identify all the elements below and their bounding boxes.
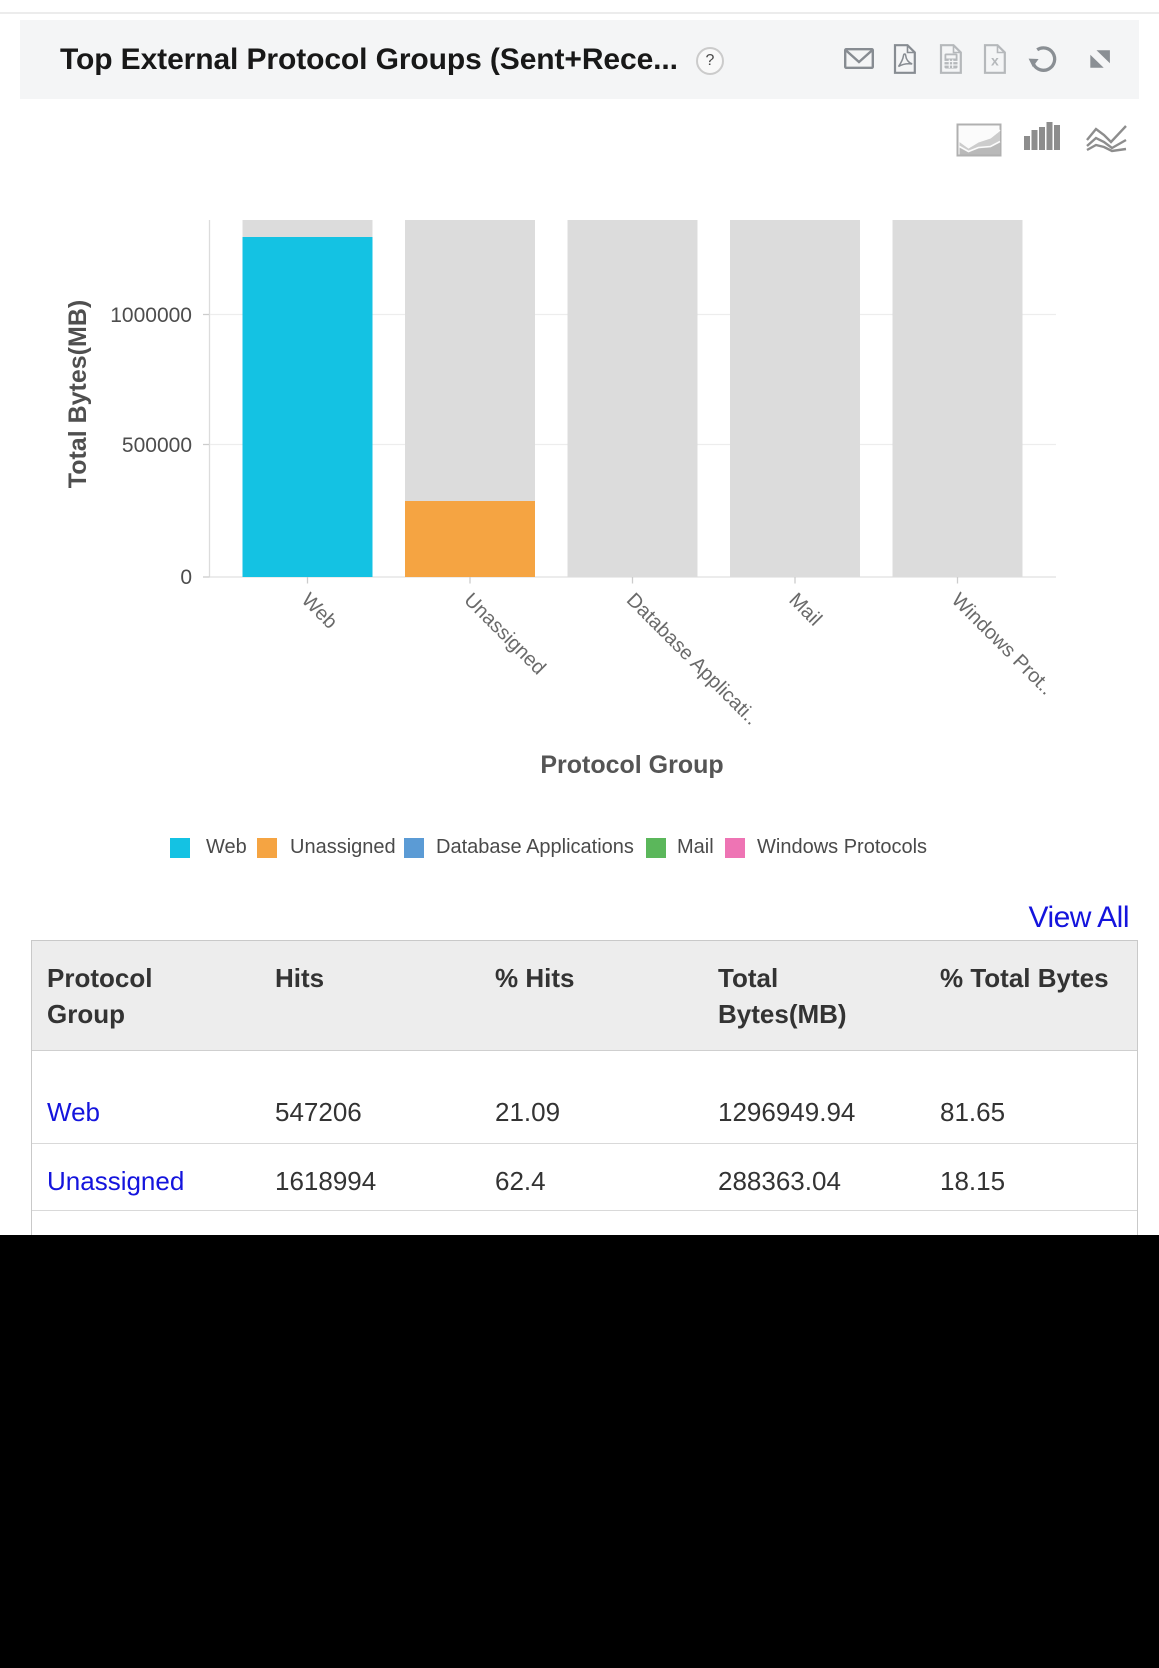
svg-text:x: x [991, 53, 999, 69]
svg-text:0: 0 [180, 566, 192, 589]
svg-text:Database Applicati..: Database Applicati.. [622, 589, 763, 730]
svg-text:Total Bytes(MB): Total Bytes(MB) [64, 300, 92, 488]
svg-text:1000000: 1000000 [110, 304, 192, 327]
svg-text:Mail: Mail [784, 589, 825, 630]
svg-text:500000: 500000 [122, 434, 192, 457]
svg-text:Windows Prot..: Windows Prot.. [947, 589, 1058, 700]
svg-text:Unassigned: Unassigned [459, 589, 549, 679]
svg-text:Web: Web [297, 589, 341, 633]
svg-text:Protocol Group: Protocol Group [540, 751, 723, 779]
